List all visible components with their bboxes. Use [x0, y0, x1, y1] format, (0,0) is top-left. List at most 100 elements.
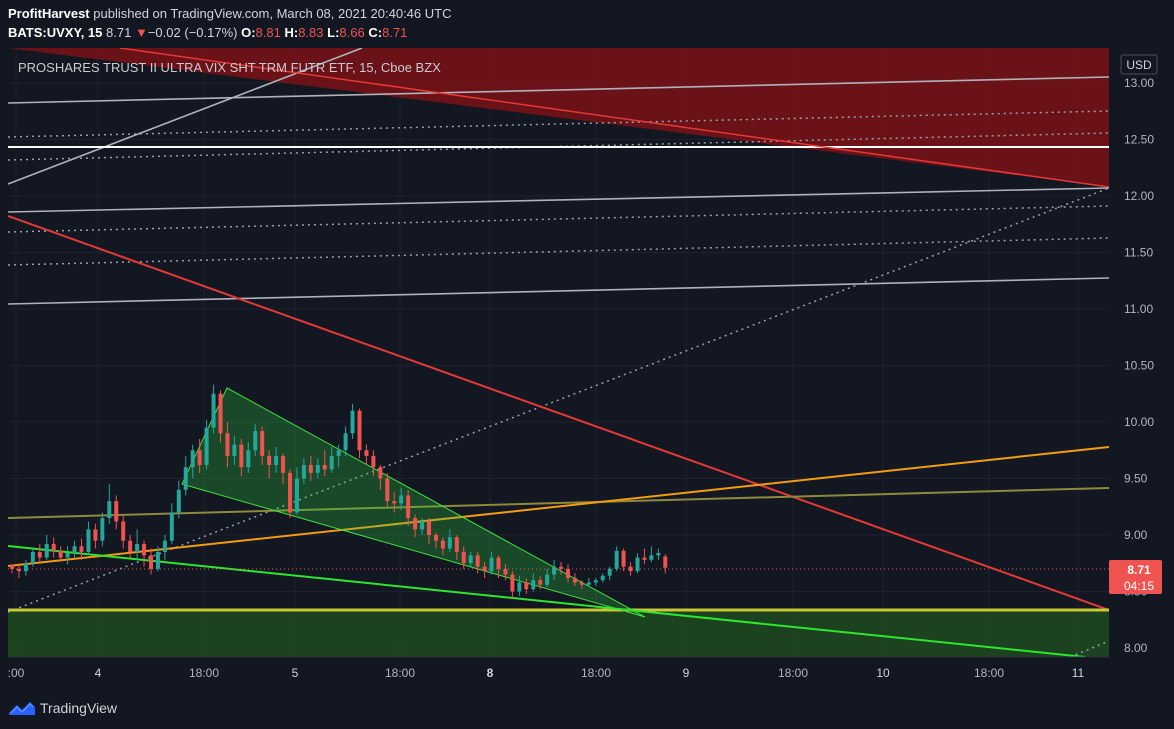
candle-body: [607, 568, 612, 576]
x-tick-label: 18:00: [189, 666, 219, 680]
x-tick-label: 8: [487, 666, 494, 680]
candle-body: [79, 546, 84, 552]
time-axis[interactable]: :00 4 18:00 5 18:00 8 18:00 9 18:00 10 18:00 11: [8, 656, 1109, 680]
candle-body: [593, 580, 598, 583]
candle-body: [169, 512, 174, 541]
candle-body: [86, 529, 91, 552]
candle-body: [420, 521, 425, 530]
candle-body: [308, 464, 313, 473]
dotted-rising-trendline-2: [1069, 640, 1109, 657]
candle-body: [100, 518, 105, 541]
candle-body: [579, 582, 584, 585]
high-label: H:: [284, 25, 299, 40]
candle-body: [44, 544, 49, 558]
candle-body: [552, 566, 557, 575]
candle-body: [260, 431, 265, 456]
candle-body: [433, 535, 438, 541]
tradingview-logo-icon: [9, 702, 35, 715]
x-tick-label: 10: [876, 666, 890, 680]
upper-channel-line: [8, 76, 1109, 104]
candle-body: [364, 450, 369, 456]
candle-body: [371, 455, 376, 468]
chart-title: PROSHARES TRUST II ULTRA VIX SHT TRM FUT…: [18, 60, 441, 75]
ohlc-legend: BATS:UVXY, 15 8.71 ▼−0.02 (−0.17%) O: 8.8…: [8, 25, 407, 40]
candle-body: [538, 580, 543, 585]
candles: [10, 384, 668, 599]
candle-body: [253, 431, 258, 451]
candle-body: [427, 521, 431, 535]
candle-body: [23, 563, 28, 572]
candle-body: [239, 444, 244, 468]
candle-body: [155, 551, 160, 569]
candle-body: [343, 433, 348, 451]
candle-body: [642, 557, 647, 560]
candle-body: [288, 472, 292, 513]
candle-body: [378, 467, 383, 479]
tradingview-wordmark: TradingView: [40, 700, 118, 716]
candle-body: [336, 450, 341, 456]
candle-body: [190, 450, 195, 468]
candle-body: [656, 553, 661, 556]
y-tick-label: 8.00: [1124, 641, 1148, 655]
dotted-channel-line-3: [8, 205, 1109, 233]
x-tick-label: 18:00: [778, 666, 808, 680]
x-tick-label: 9: [683, 666, 690, 680]
y-tick-label: 10.50: [1124, 359, 1154, 373]
last-price-text: 8.71: [1127, 563, 1151, 577]
currency-badge: USD: [1126, 58, 1152, 72]
publish-line: published on TradingView.com, March 08, …: [93, 6, 452, 21]
symbol-label: BATS:UVXY, 15: [8, 25, 103, 40]
red-descending-trendline: [8, 215, 1109, 611]
candle-body: [392, 501, 397, 504]
change-label: −0.02 (−0.17%): [147, 25, 238, 40]
low-label: L:: [327, 25, 340, 40]
candle-body: [51, 544, 56, 551]
price-axis[interactable]: 13.00 12.50 12.00 11.50 11.00 10.50 10.00 9.50 9…: [1124, 76, 1154, 655]
x-tick-label: 5: [292, 666, 299, 680]
candle-body: [183, 467, 188, 490]
candle-body: [440, 540, 445, 549]
candle-body: [524, 582, 529, 590]
candle-body: [93, 529, 98, 541]
candle-body: [399, 495, 404, 504]
candle-body: [468, 555, 473, 564]
candle-body: [454, 537, 459, 552]
candle-body: [600, 575, 605, 581]
candle-body: [204, 427, 209, 465]
candle-body: [621, 550, 626, 567]
open-label: O:: [241, 25, 256, 40]
candle-body: [482, 566, 487, 572]
candle-body: [176, 489, 181, 513]
candle-body: [531, 580, 536, 590]
usd-badge-bg: [1120, 54, 1158, 75]
candle-body: [517, 582, 522, 592]
candle-body: [406, 495, 411, 519]
candle-body: [586, 582, 591, 585]
candle-body: [142, 544, 147, 556]
y-tick-label: 13.00: [1124, 76, 1154, 90]
y-tick-label: 11.50: [1124, 246, 1153, 260]
candle-body: [461, 551, 466, 564]
candle-body: [30, 551, 35, 564]
candle-body: [663, 556, 668, 568]
tradingview-logo[interactable]: TradingView: [8, 699, 117, 717]
red-zone-border-line: [119, 48, 1109, 188]
candle-body: [135, 544, 140, 552]
last-price-label: 8.71: [106, 25, 132, 40]
y-tick-label: 9.00: [1124, 528, 1148, 542]
green-support-trendline: [8, 545, 1086, 657]
candle-body: [545, 574, 550, 585]
x-tick-label: 18:00: [581, 666, 611, 680]
candle-body: [37, 551, 42, 558]
candle-body: [649, 555, 654, 560]
x-tick-label: 18:00: [385, 666, 415, 680]
publish-info: ProfitHarvest published on TradingView.c…: [8, 6, 451, 21]
candle-body: [510, 574, 515, 592]
down-arrow-icon: ▼: [134, 25, 148, 40]
author-name[interactable]: ProfitHarvest: [8, 6, 90, 21]
low-value: 8.66: [339, 25, 365, 40]
candle-body: [128, 540, 133, 552]
y-tick-label: 9.50: [1124, 472, 1148, 486]
high-value: 8.83: [298, 25, 324, 40]
